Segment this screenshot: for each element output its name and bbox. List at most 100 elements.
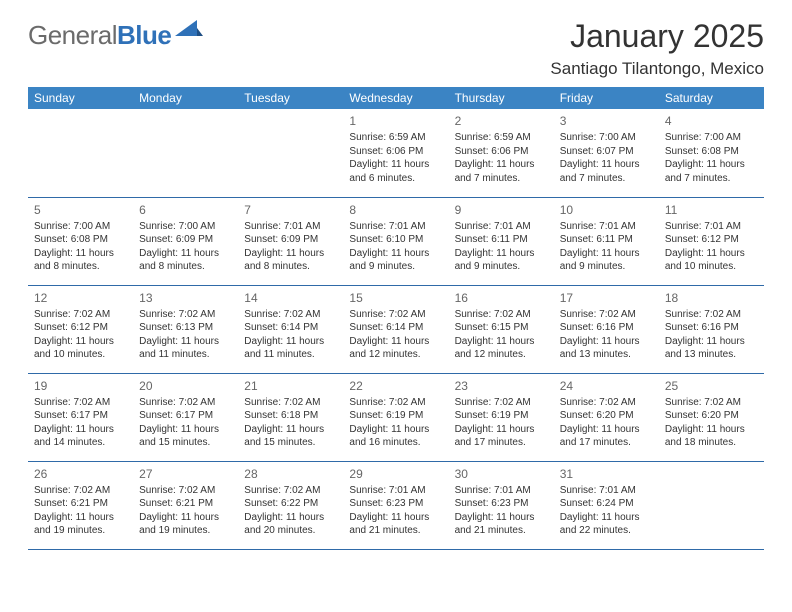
day-number: 27: [139, 466, 232, 482]
logo-triangle-icon: [175, 18, 203, 43]
day-detail-line: Daylight: 11 hours: [139, 423, 232, 437]
day-detail-line: Daylight: 11 hours: [244, 247, 337, 261]
day-detail-line: Sunset: 6:12 PM: [34, 321, 127, 335]
day-detail-line: Daylight: 11 hours: [349, 247, 442, 261]
day-detail-line: Sunset: 6:22 PM: [244, 497, 337, 511]
day-detail-line: Sunrise: 7:02 AM: [244, 484, 337, 498]
day-detail-line: Sunrise: 7:02 AM: [455, 308, 548, 322]
logo-part2: Blue: [117, 20, 171, 50]
day-detail-line: Sunset: 6:17 PM: [34, 409, 127, 423]
calendar-day-cell: 28 Sunrise: 7:02 AMSunset: 6:22 PMDayligh…: [238, 461, 343, 549]
day-number: 28: [244, 466, 337, 482]
day-detail-line: Sunset: 6:08 PM: [34, 233, 127, 247]
day-number: 5: [34, 202, 127, 218]
calendar-day-cell: 16Sunrise: 7:02 AMSunset: 6:15 PMDayligh…: [449, 285, 554, 373]
day-detail-line: Daylight: 11 hours: [139, 247, 232, 261]
day-number: 10: [560, 202, 653, 218]
day-detail-line: Sunrise: 7:01 AM: [455, 484, 548, 498]
calendar-day-cell: 30Sunrise: 7:01 AMSunset: 6:23 PMDayligh…: [449, 461, 554, 549]
calendar-day-cell: 14Sunrise: 7:02 AMSunset: 6:14 PMDayligh…: [238, 285, 343, 373]
day-detail-line: Daylight: 11 hours: [244, 511, 337, 525]
day-detail-line: Sunrise: 7:02 AM: [139, 308, 232, 322]
day-detail-line: and 12 minutes.: [455, 348, 548, 362]
day-detail-line: Sunrise: 7:01 AM: [665, 220, 758, 234]
day-number: 30: [455, 466, 548, 482]
calendar-day-cell: [133, 109, 238, 197]
day-detail-line: Sunset: 6:06 PM: [455, 145, 548, 159]
calendar-day-cell: 6Sunrise: 7:00 AMSunset: 6:09 PMDaylight…: [133, 197, 238, 285]
calendar-day-cell: 9Sunrise: 7:01 AMSunset: 6:11 PMDaylight…: [449, 197, 554, 285]
day-detail-line: Sunset: 6:24 PM: [560, 497, 653, 511]
day-detail-line: Daylight: 11 hours: [560, 247, 653, 261]
day-detail-line: and 20 minutes.: [244, 524, 337, 538]
day-detail-line: Daylight: 11 hours: [34, 247, 127, 261]
calendar-week-row: 5Sunrise: 7:00 AMSunset: 6:08 PMDaylight…: [28, 197, 764, 285]
day-detail-line: Sunrise: 7:01 AM: [349, 484, 442, 498]
day-detail-line: Sunrise: 7:02 AM: [34, 396, 127, 410]
day-detail-line: and 17 minutes.: [560, 436, 653, 450]
day-detail-line: and 6 minutes.: [349, 172, 442, 186]
calendar-day-cell: [238, 109, 343, 197]
calendar-day-cell: [28, 109, 133, 197]
day-detail-line: and 18 minutes.: [665, 436, 758, 450]
weekday-header: Saturday: [659, 87, 764, 109]
day-number: 19: [34, 378, 127, 394]
day-detail-line: Sunset: 6:19 PM: [349, 409, 442, 423]
day-detail-line: Sunset: 6:19 PM: [455, 409, 548, 423]
calendar-day-cell: 1Sunrise: 6:59 AMSunset: 6:06 PMDaylight…: [343, 109, 448, 197]
day-detail-line: Sunset: 6:11 PM: [560, 233, 653, 247]
day-detail-line: Sunrise: 7:02 AM: [560, 396, 653, 410]
day-detail-line: Sunset: 6:14 PM: [349, 321, 442, 335]
day-detail-line: and 10 minutes.: [665, 260, 758, 274]
day-detail-line: Daylight: 11 hours: [244, 335, 337, 349]
day-number: 14: [244, 290, 337, 306]
calendar-day-cell: 22Sunrise: 7:02 AMSunset: 6:19 PMDayligh…: [343, 373, 448, 461]
day-detail-line: Daylight: 11 hours: [34, 423, 127, 437]
day-detail-line: Daylight: 11 hours: [349, 158, 442, 172]
day-detail-line: and 12 minutes.: [349, 348, 442, 362]
day-detail-line: Sunset: 6:15 PM: [455, 321, 548, 335]
calendar-day-cell: 24Sunrise: 7:02 AMSunset: 6:20 PMDayligh…: [554, 373, 659, 461]
day-detail-line: and 14 minutes.: [34, 436, 127, 450]
day-detail-line: Sunset: 6:06 PM: [349, 145, 442, 159]
day-number: 9: [455, 202, 548, 218]
day-number: 1: [349, 113, 442, 129]
day-detail-line: Daylight: 11 hours: [455, 335, 548, 349]
day-detail-line: and 8 minutes.: [244, 260, 337, 274]
day-number: 4: [665, 113, 758, 129]
day-detail-line: Sunset: 6:14 PM: [244, 321, 337, 335]
day-detail-line: Sunrise: 7:01 AM: [455, 220, 548, 234]
day-detail-line: and 11 minutes.: [139, 348, 232, 362]
calendar-day-cell: [659, 461, 764, 549]
day-detail-line: Sunset: 6:21 PM: [34, 497, 127, 511]
calendar-day-cell: 15Sunrise: 7:02 AMSunset: 6:14 PMDayligh…: [343, 285, 448, 373]
weekday-header: Thursday: [449, 87, 554, 109]
day-detail-line: and 21 minutes.: [349, 524, 442, 538]
calendar-day-cell: 12Sunrise: 7:02 AMSunset: 6:12 PMDayligh…: [28, 285, 133, 373]
day-number: 15: [349, 290, 442, 306]
day-detail-line: Sunset: 6:23 PM: [349, 497, 442, 511]
day-detail-line: Sunrise: 7:02 AM: [455, 396, 548, 410]
weekday-header: Friday: [554, 87, 659, 109]
day-detail-line: Daylight: 11 hours: [665, 247, 758, 261]
day-detail-line: and 17 minutes.: [455, 436, 548, 450]
day-detail-line: Sunrise: 7:00 AM: [139, 220, 232, 234]
calendar-day-cell: 31Sunrise: 7:01 AMSunset: 6:24 PMDayligh…: [554, 461, 659, 549]
day-detail-line: and 7 minutes.: [560, 172, 653, 186]
day-detail-line: and 21 minutes.: [455, 524, 548, 538]
day-detail-line: Sunrise: 6:59 AM: [455, 131, 548, 145]
day-detail-line: and 7 minutes.: [665, 172, 758, 186]
day-detail-line: Sunrise: 7:02 AM: [139, 396, 232, 410]
day-detail-line: Sunset: 6:21 PM: [139, 497, 232, 511]
calendar-day-cell: 20Sunrise: 7:02 AMSunset: 6:17 PMDayligh…: [133, 373, 238, 461]
day-number: 29: [349, 466, 442, 482]
day-detail-line: and 13 minutes.: [560, 348, 653, 362]
day-detail-line: Sunrise: 7:02 AM: [349, 396, 442, 410]
day-number: 20: [139, 378, 232, 394]
day-detail-line: Sunset: 6:09 PM: [244, 233, 337, 247]
day-detail-line: Sunset: 6:16 PM: [665, 321, 758, 335]
day-number: 7: [244, 202, 337, 218]
calendar-day-cell: 4Sunrise: 7:00 AMSunset: 6:08 PMDaylight…: [659, 109, 764, 197]
calendar-header-row: Sunday Monday Tuesday Wednesday Thursday…: [28, 87, 764, 109]
calendar-day-cell: 11Sunrise: 7:01 AMSunset: 6:12 PMDayligh…: [659, 197, 764, 285]
